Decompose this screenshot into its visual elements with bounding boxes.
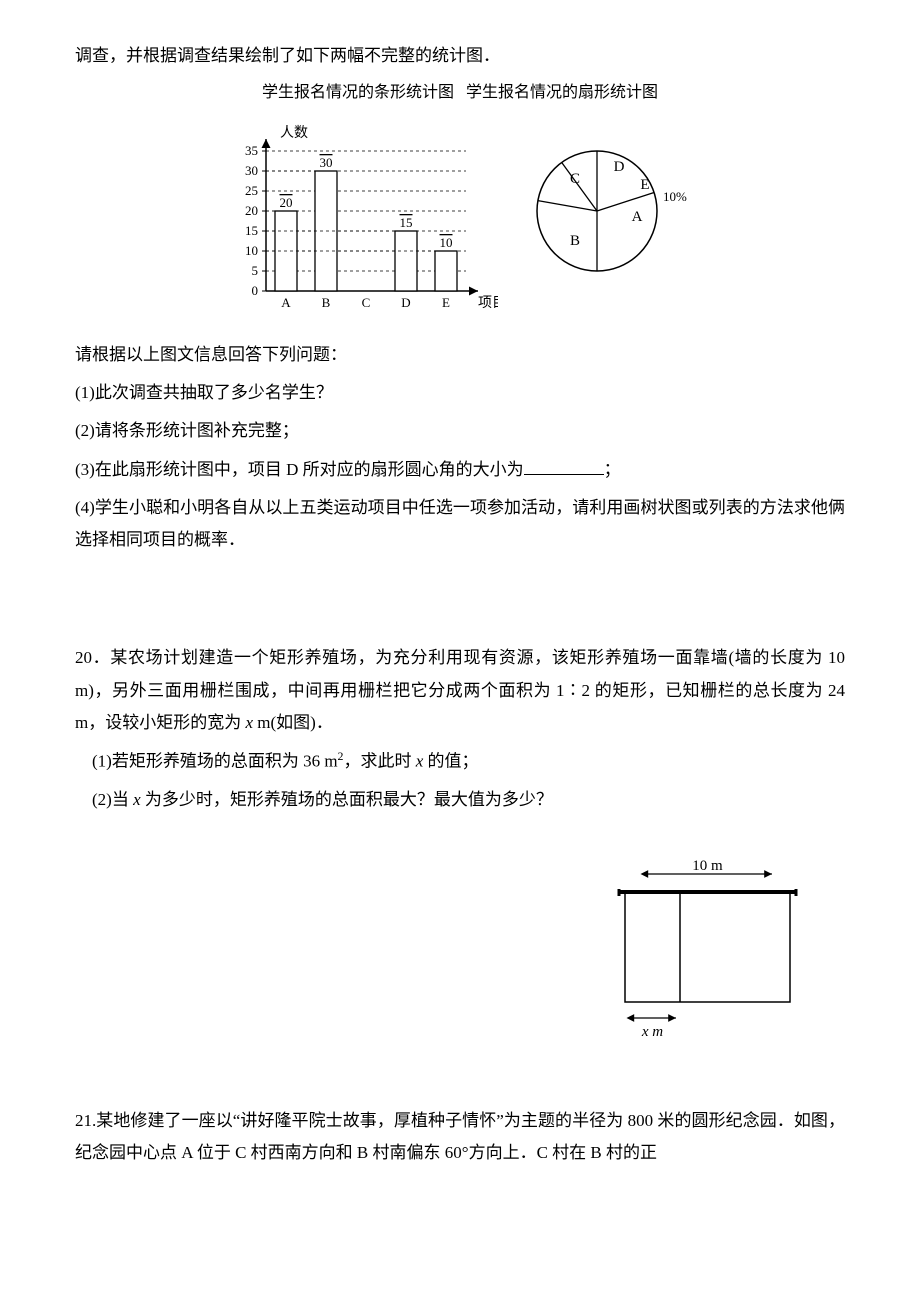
svg-text:10%: 10% [663,189,687,204]
q3-text-a: (3)在此扇形统计图中，项目 D 所对应的扇形圆心角的大小为 [75,460,524,479]
svg-text:30: 30 [245,163,258,178]
svg-text:5: 5 [251,263,258,278]
question-21: 21.某地修建了一座以“讲好隆平院士故事，厚植种子情怀”为主题的半径为 800 … [75,1105,845,1170]
svg-text:10 m: 10 m [692,858,723,874]
q3-blank [524,457,604,475]
q20-a: 20．某农场计划建造一个矩形养殖场，为充分利用现有资源，该矩形养殖场一面靠墙(墙… [75,648,845,732]
question-1: (1)此次调查共抽取了多少名学生？ [75,377,845,409]
svg-text:E: E [641,177,650,193]
svg-text:15: 15 [245,223,258,238]
svg-text:A: A [281,295,291,310]
svg-text:35: 35 [245,143,258,158]
spacer-1 [75,562,845,642]
pie-caption: 学生报名情况的扇形统计图 [466,84,658,101]
question-3: (3)在此扇形统计图中，项目 D 所对应的扇形圆心角的大小为 ； [75,454,845,486]
question-2: (2)请将条形统计图补充完整； [75,415,845,447]
bar-chart: 0 5 10 15 20 25 30 35 人数 20 A 30 B C 15 D 10 E 项目 [218,121,498,321]
svg-text:C: C [570,171,580,187]
question-bridge: 请根据以上图文信息回答下列问题： [75,339,845,371]
svg-text:E: E [442,295,450,310]
q20-1b: ，求此时 [344,752,416,771]
svg-text:25: 25 [245,183,258,198]
q20-2b: 为多少时，矩形养殖场的总面积最大？最大值为多少？ [141,790,553,809]
question-4: (4)学生小聪和小明各自从以上五类运动项目中任选一项参加活动，请利用画树状图或列… [75,492,845,557]
q20-b: m(如图)． [253,713,333,732]
q20-1c: 的值； [423,752,478,771]
q20-x-3: x [133,790,141,809]
svg-text:10: 10 [245,243,258,258]
q20-2a: (2)当 [92,790,133,809]
svg-text:20: 20 [279,195,292,210]
question-20-1: (1)若矩形养殖场的总面积为 36 m2，求此时 x 的值； [75,745,845,778]
svg-text:项目: 项目 [478,296,498,311]
q20-x-1: x [245,713,253,732]
svg-text:20: 20 [245,203,258,218]
farm-figure: 10 m x m [605,847,815,1047]
svg-text:人数: 人数 [280,125,308,141]
svg-text:B: B [570,233,580,249]
chart-captions: 学生报名情况的条形统计图 学生报名情况的扇形统计图 [75,78,845,108]
pie-chart: A B C DE 10% [502,121,702,291]
q20-1a: (1)若矩形养殖场的总面积为 36 m [92,752,338,771]
svg-text:15: 15 [399,215,412,230]
svg-text:A: A [632,209,643,225]
question-20-2: (2)当 x 为多少时，矩形养殖场的总面积最大？最大值为多少？ [75,784,845,816]
svg-text:x m: x m [641,1024,663,1040]
charts-row: 05101520253035人数20A30BC15D10E项目 ABCDE10% [75,121,845,321]
spacer-2 [75,1065,845,1105]
bar-caption: 学生报名情况的条形统计图 [262,84,454,101]
svg-text:0: 0 [251,283,258,298]
svg-text:30: 30 [319,155,332,170]
svg-text:D: D [401,295,410,310]
svg-text:10: 10 [439,235,452,250]
svg-text:B: B [322,295,331,310]
question-20: 20．某农场计划建造一个矩形养殖场，为充分利用现有资源，该矩形养殖场一面靠墙(墙… [75,642,845,739]
farm-figure-wrap: 10 m x m [75,847,845,1047]
svg-text:C: C [362,295,371,310]
intro-line: 调查，并根据调查结果绘制了如下两幅不完整的统计图． [75,40,845,72]
q3-text-b: ； [604,460,621,479]
svg-text:D: D [614,159,625,175]
